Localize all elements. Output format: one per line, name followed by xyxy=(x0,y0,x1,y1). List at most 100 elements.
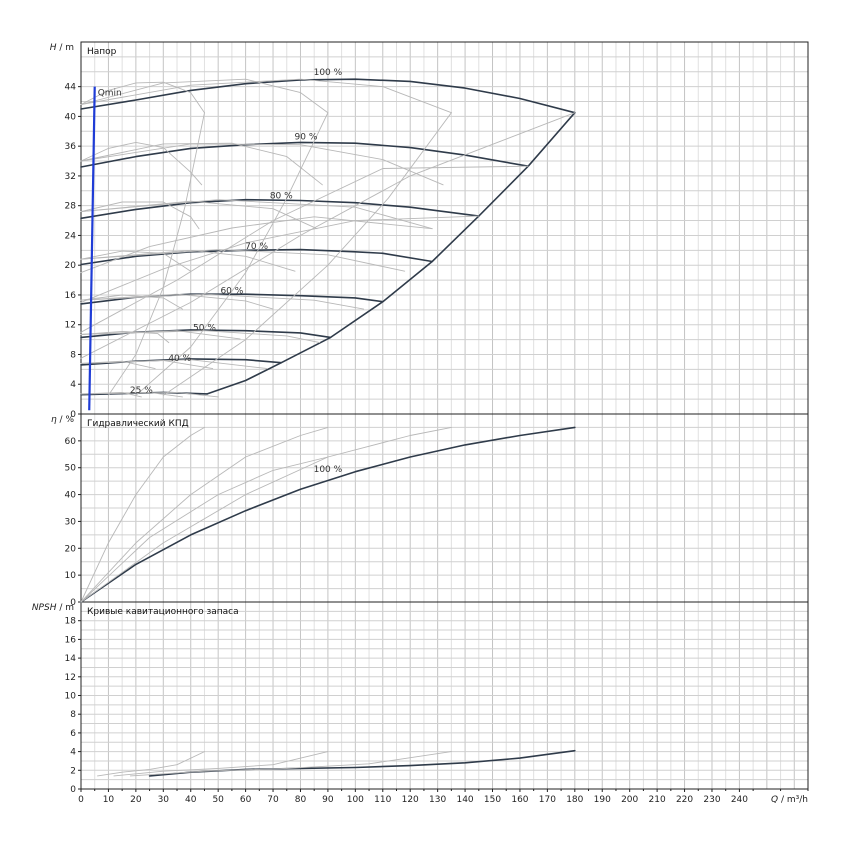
curve-line-secondary xyxy=(80,165,529,333)
y-tick-label: 2 xyxy=(70,766,76,776)
y-axis-symbol: η xyxy=(51,415,57,425)
x-tick-label: 160 xyxy=(511,795,528,805)
x-tick-label: 50 xyxy=(212,795,224,805)
y-tick-label: 4 xyxy=(70,748,76,758)
y-tick-label: 0 xyxy=(70,785,76,795)
curve-label: 80 % xyxy=(270,191,293,201)
x-tick-label: 140 xyxy=(456,795,473,805)
y-tick-label: 36 xyxy=(65,142,77,152)
curve-label: 60 % xyxy=(220,286,243,296)
x-axis-symbol: Q xyxy=(771,795,778,805)
y-tick-label: 24 xyxy=(65,231,77,241)
x-tick-label: 60 xyxy=(240,795,252,805)
qmin-label: Qmin xyxy=(98,89,122,99)
y-tick-label: 60 xyxy=(65,437,77,447)
chart-panels xyxy=(78,41,809,792)
y-axis-unit: / m xyxy=(56,603,74,613)
y-axis-title: NPSH / m xyxy=(32,603,74,613)
x-axis-title: Q / m³/h xyxy=(771,795,808,805)
curve-line-secondary xyxy=(80,359,269,370)
curve-label: 90 % xyxy=(295,132,318,142)
curve-line-secondary xyxy=(80,426,205,603)
curve-line-secondary xyxy=(80,426,329,603)
curve-line-secondary xyxy=(80,293,365,310)
y-tick-label: 18 xyxy=(65,617,77,627)
x-tick-label: 200 xyxy=(621,795,638,805)
x-tick-label: 80 xyxy=(295,795,307,805)
y-tick-label: 10 xyxy=(65,571,77,581)
y-tick-label: 6 xyxy=(70,729,76,739)
y-axis-title: η / % xyxy=(51,415,74,425)
y-axis-symbol: H xyxy=(50,43,57,53)
x-tick-label: 10 xyxy=(103,795,115,805)
curve-line-secondary xyxy=(80,330,321,344)
curve-label: 50 % xyxy=(193,324,216,334)
x-tick-label: 230 xyxy=(703,795,720,805)
x-tick-label: 90 xyxy=(322,795,334,805)
panel-title: Кривые кавитационного запаса xyxy=(87,607,239,617)
panel-title: Напор xyxy=(87,47,117,57)
y-axis-unit: / % xyxy=(57,415,75,425)
curve-line-secondary xyxy=(80,199,433,230)
curve-label: 40 % xyxy=(168,354,191,364)
curve-line-secondary xyxy=(80,142,323,186)
curve-line-secondary xyxy=(113,751,329,777)
curve-label: 100 % xyxy=(314,68,343,78)
y-tick-label: 0 xyxy=(70,410,76,420)
curve-line-secondary xyxy=(80,215,480,303)
curve-line xyxy=(80,426,576,603)
x-tick-label: 20 xyxy=(130,795,142,805)
curve-line xyxy=(80,78,576,114)
curve-line-secondary xyxy=(135,112,329,396)
y-axis-symbol: NPSH xyxy=(32,603,57,613)
x-tick-label: 70 xyxy=(267,795,279,805)
curve-line-secondary xyxy=(80,456,329,603)
y-tick-label: 50 xyxy=(65,464,77,474)
y-tick-label: 30 xyxy=(65,517,77,527)
x-tick-label: 170 xyxy=(539,795,556,805)
curve-line xyxy=(80,248,434,266)
x-tick-label: 210 xyxy=(649,795,666,805)
curve-line-secondary xyxy=(162,112,452,396)
curve-line-secondary xyxy=(129,751,452,777)
y-tick-label: 10 xyxy=(65,692,77,702)
x-tick-label: 40 xyxy=(185,795,197,805)
curve-line-secondary xyxy=(80,249,296,272)
curve-line-secondary xyxy=(80,78,329,114)
curve-line-secondary xyxy=(80,201,200,230)
y-tick-label: 8 xyxy=(70,710,76,720)
curve-line-secondary xyxy=(80,112,576,359)
y-tick-label: 44 xyxy=(65,83,77,93)
y-tick-label: 20 xyxy=(65,261,77,271)
curve-line xyxy=(206,111,576,395)
x-tick-label: 110 xyxy=(374,795,391,805)
x-tick-label: 120 xyxy=(402,795,419,805)
x-tick-label: 0 xyxy=(78,795,84,805)
chart-marks xyxy=(80,78,576,777)
curve-line-secondary xyxy=(80,391,219,398)
y-tick-label: 12 xyxy=(65,673,76,683)
x-tick-label: 30 xyxy=(158,795,170,805)
curve-line-secondary xyxy=(80,250,192,272)
curve-label: 70 % xyxy=(245,242,268,252)
x-axis-unit: / m³/h xyxy=(778,795,808,805)
y-tick-label: 12 xyxy=(65,321,76,331)
panel-frame xyxy=(80,601,809,790)
curve-line-secondary xyxy=(97,751,205,777)
y-tick-label: 16 xyxy=(65,635,77,645)
y-axis-unit: / m xyxy=(56,43,74,53)
y-axis-title: H / m xyxy=(50,43,74,53)
curve-line-secondary xyxy=(80,216,433,274)
y-tick-label: 40 xyxy=(65,491,77,501)
x-tick-label: 240 xyxy=(731,795,748,805)
y-tick-label: 32 xyxy=(65,172,76,182)
curve-label: 25 % xyxy=(130,386,153,396)
y-tick-label: 40 xyxy=(65,112,77,122)
x-tick-label: 190 xyxy=(594,795,611,805)
qmin-line xyxy=(88,86,96,411)
y-tick-label: 16 xyxy=(65,291,77,301)
x-tick-label: 220 xyxy=(676,795,693,805)
curve-line-secondary xyxy=(80,78,452,114)
